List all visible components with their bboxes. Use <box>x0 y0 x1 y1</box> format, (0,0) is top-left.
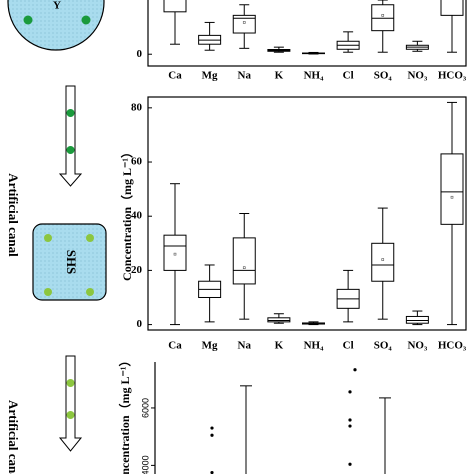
x-tick-label: NH₄ <box>304 70 325 82</box>
mean <box>242 266 246 269</box>
site-dot <box>81 15 91 25</box>
x-tick-label: HCO₃ <box>438 340 467 352</box>
site-dot <box>44 234 52 242</box>
y-tick-label: 6000 <box>140 398 150 418</box>
outlier <box>348 418 352 422</box>
x-tick-label: Ca <box>168 340 182 352</box>
outlier <box>210 433 214 437</box>
x-tick-label: NH₄ <box>304 340 325 352</box>
outlier <box>348 462 352 466</box>
box <box>405 315 429 324</box>
mean <box>381 14 385 17</box>
mean <box>242 21 246 24</box>
box <box>371 242 395 282</box>
y-tick-label: 0 <box>137 48 143 60</box>
plot-frame <box>147 0 467 67</box>
outlier <box>348 424 352 428</box>
mean <box>450 195 454 199</box>
site-dot <box>86 288 94 296</box>
box <box>163 234 187 271</box>
x-tick-label: NO₃ <box>407 70 428 82</box>
mean <box>173 252 177 256</box>
node-label: SHS <box>64 250 79 275</box>
site-dot <box>66 146 75 154</box>
x-tick-label: HCO₃ <box>438 70 467 82</box>
x-tick-label: Na <box>238 340 252 352</box>
y-tick-label: 0 <box>137 318 143 330</box>
box <box>440 153 464 225</box>
canal-label: Artificial canal <box>6 173 21 257</box>
y-tick-label: 80 <box>131 101 143 113</box>
site-dot <box>66 379 75 387</box>
arrow <box>58 355 83 452</box>
shs-node <box>32 223 107 301</box>
y-axis-label: Concentration（mg L⁻¹） <box>117 355 132 474</box>
outlier <box>353 368 357 372</box>
outlier <box>210 426 214 430</box>
node-label: Y <box>53 0 61 12</box>
site-dot <box>66 109 75 117</box>
site-dot <box>44 288 52 296</box>
x-tick-label: Ca <box>168 70 182 82</box>
x-tick-label: Na <box>238 70 252 82</box>
x-tick-label: K <box>275 340 284 352</box>
canal-label: Artificial canal <box>6 400 21 474</box>
y-tick-label: 20 <box>131 264 143 276</box>
y-tick-label: 40 <box>131 210 143 222</box>
outlier <box>210 470 214 474</box>
y-tick-label: 4000 <box>140 455 150 474</box>
x-tick-label: NO₃ <box>407 340 428 352</box>
x-tick-label: Mg <box>202 70 218 82</box>
x-tick-label: Cl <box>343 70 354 82</box>
site-dot <box>86 234 94 242</box>
site-dot <box>23 15 33 25</box>
box <box>232 237 256 285</box>
reservoir <box>7 0 105 51</box>
x-tick-label: SO₄ <box>374 70 393 82</box>
mean <box>381 258 385 261</box>
box <box>163 0 187 13</box>
box <box>440 0 464 16</box>
box <box>232 14 256 34</box>
box <box>371 4 395 32</box>
site-dot <box>66 411 75 419</box>
y-axis-label: Concentration（mg L⁻¹） <box>119 146 134 281</box>
x-tick-label: Cl <box>343 340 354 352</box>
plot-frame <box>147 96 467 331</box>
outlier <box>348 390 352 394</box>
charts: 0 Ca Mg Na K NH₄ Cl SO₄ NO₃ HCO₃ 0 20 40 60 80 Concentr… <box>117 0 467 474</box>
x-tick-label: SO₄ <box>374 340 393 352</box>
y-tick-label: 60 <box>131 156 143 168</box>
diagram: Y Artificial canal SHS Artificial canal <box>6 0 107 474</box>
box <box>267 317 291 323</box>
x-tick-label: K <box>275 70 284 82</box>
x-tick-label: Mg <box>202 340 218 352</box>
arrow <box>58 85 83 187</box>
